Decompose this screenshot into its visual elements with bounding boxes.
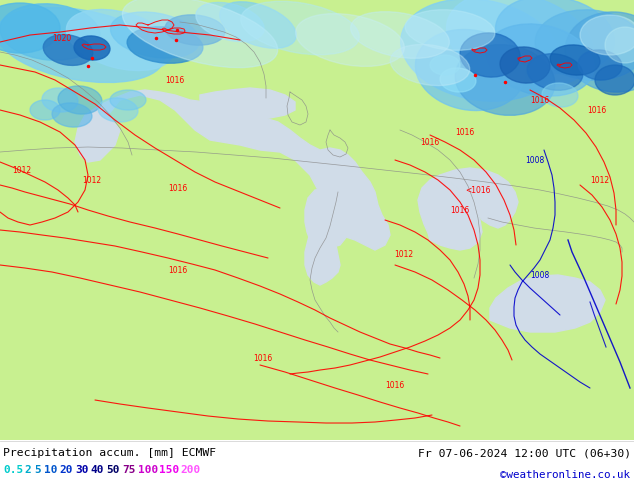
Ellipse shape	[110, 12, 200, 58]
Ellipse shape	[535, 10, 634, 80]
Ellipse shape	[30, 100, 60, 120]
Text: 150: 150	[159, 465, 179, 475]
Ellipse shape	[486, 24, 594, 96]
Ellipse shape	[165, 15, 225, 45]
Text: 1016: 1016	[531, 96, 550, 104]
Ellipse shape	[542, 83, 578, 107]
Text: 20: 20	[60, 465, 73, 475]
Text: 1008: 1008	[531, 270, 550, 279]
Text: ©weatheronline.co.uk: ©weatheronline.co.uk	[500, 470, 630, 480]
Text: Fr 07-06-2024 12:00 UTC (06+30): Fr 07-06-2024 12:00 UTC (06+30)	[418, 448, 631, 458]
Ellipse shape	[527, 54, 583, 90]
Text: 1016: 1016	[420, 138, 439, 147]
Ellipse shape	[241, 1, 359, 55]
Ellipse shape	[578, 50, 622, 80]
Text: 100: 100	[138, 465, 158, 475]
Text: Precipitation accum. [mm] ECMWF: Precipitation accum. [mm] ECMWF	[3, 448, 216, 458]
Text: <1016: <1016	[465, 186, 491, 195]
Ellipse shape	[220, 2, 296, 48]
Polygon shape	[200, 88, 295, 120]
Ellipse shape	[127, 27, 203, 63]
Text: 1020: 1020	[53, 33, 72, 43]
Polygon shape	[490, 275, 605, 332]
Text: 5: 5	[34, 465, 41, 475]
Text: 0.5: 0.5	[3, 465, 23, 475]
Text: 1016: 1016	[450, 205, 470, 215]
Text: 50: 50	[107, 465, 120, 475]
Text: 1016: 1016	[587, 105, 607, 115]
Ellipse shape	[580, 15, 634, 55]
Text: 200: 200	[181, 465, 200, 475]
Ellipse shape	[74, 36, 110, 60]
Text: 1012: 1012	[13, 166, 32, 174]
Text: 10: 10	[44, 465, 58, 475]
Ellipse shape	[460, 33, 520, 77]
Ellipse shape	[500, 47, 550, 83]
Ellipse shape	[0, 7, 164, 82]
Text: 1016: 1016	[169, 184, 188, 193]
Text: 1016: 1016	[254, 353, 273, 363]
Ellipse shape	[110, 90, 146, 110]
Ellipse shape	[42, 88, 78, 112]
Text: 1016: 1016	[165, 75, 184, 84]
Ellipse shape	[430, 55, 460, 75]
Ellipse shape	[455, 45, 555, 115]
Polygon shape	[418, 178, 482, 250]
Ellipse shape	[415, 29, 524, 111]
Ellipse shape	[0, 3, 60, 53]
Ellipse shape	[446, 0, 593, 88]
Ellipse shape	[605, 27, 634, 63]
Text: 1008: 1008	[526, 155, 545, 165]
Text: 75: 75	[122, 465, 136, 475]
Polygon shape	[75, 90, 390, 250]
Text: 30: 30	[75, 465, 89, 475]
Ellipse shape	[196, 2, 264, 42]
Polygon shape	[305, 188, 352, 248]
Ellipse shape	[295, 14, 404, 67]
Ellipse shape	[58, 86, 102, 114]
Ellipse shape	[405, 10, 495, 50]
Text: 1012: 1012	[394, 249, 413, 259]
Ellipse shape	[595, 65, 634, 95]
Polygon shape	[305, 190, 340, 285]
Ellipse shape	[565, 12, 634, 92]
Text: 1012: 1012	[590, 175, 609, 185]
Text: 2: 2	[24, 465, 31, 475]
Ellipse shape	[52, 103, 92, 127]
Text: 1012: 1012	[82, 175, 101, 185]
Ellipse shape	[391, 45, 470, 86]
Ellipse shape	[98, 98, 138, 122]
Ellipse shape	[67, 9, 174, 71]
Polygon shape	[430, 168, 518, 228]
Ellipse shape	[43, 35, 93, 65]
Text: 1016: 1016	[385, 381, 404, 390]
Ellipse shape	[440, 68, 476, 92]
Ellipse shape	[351, 12, 450, 58]
Ellipse shape	[550, 45, 600, 75]
Text: 1016: 1016	[455, 127, 475, 137]
Ellipse shape	[0, 4, 100, 60]
Ellipse shape	[401, 0, 559, 101]
Ellipse shape	[122, 0, 278, 68]
Text: 40: 40	[91, 465, 105, 475]
Text: 1016: 1016	[169, 266, 188, 274]
Ellipse shape	[496, 0, 614, 74]
